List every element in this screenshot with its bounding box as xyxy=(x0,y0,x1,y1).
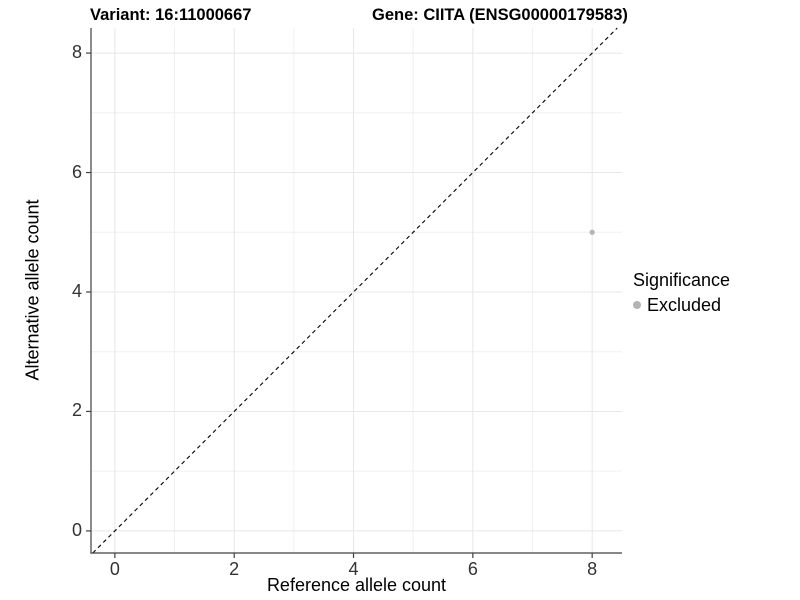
y-tick-label: 0 xyxy=(71,519,82,540)
y-tick-label: 6 xyxy=(71,161,82,182)
data-point xyxy=(589,229,595,235)
legend-entry-label: Excluded xyxy=(647,295,722,315)
y-tick-label: 2 xyxy=(71,400,82,421)
x-tick-label: 8 xyxy=(587,559,598,579)
legend-title: Significance xyxy=(633,270,731,290)
plot-title-variant: Variant: 16:11000667 xyxy=(90,6,252,24)
y-tick-label: 8 xyxy=(71,42,82,63)
x-tick-label: 6 xyxy=(467,559,478,579)
legend-entry: Excluded xyxy=(633,294,730,316)
y-tick-label: 4 xyxy=(71,280,82,301)
legend-point-icon xyxy=(633,301,641,309)
identity-dashed-line xyxy=(92,27,618,554)
x-tick-label: 4 xyxy=(348,559,359,579)
x-tick-label: 0 xyxy=(109,559,120,579)
x-axis-label: Reference allele count xyxy=(266,575,447,595)
legend: Significance Excluded xyxy=(633,269,730,316)
x-tick-label: 2 xyxy=(229,559,240,579)
plot-title-gene: Gene: CIITA (ENSG00000179583) xyxy=(372,6,628,24)
y-axis-label: Alternative allele count xyxy=(22,199,43,381)
